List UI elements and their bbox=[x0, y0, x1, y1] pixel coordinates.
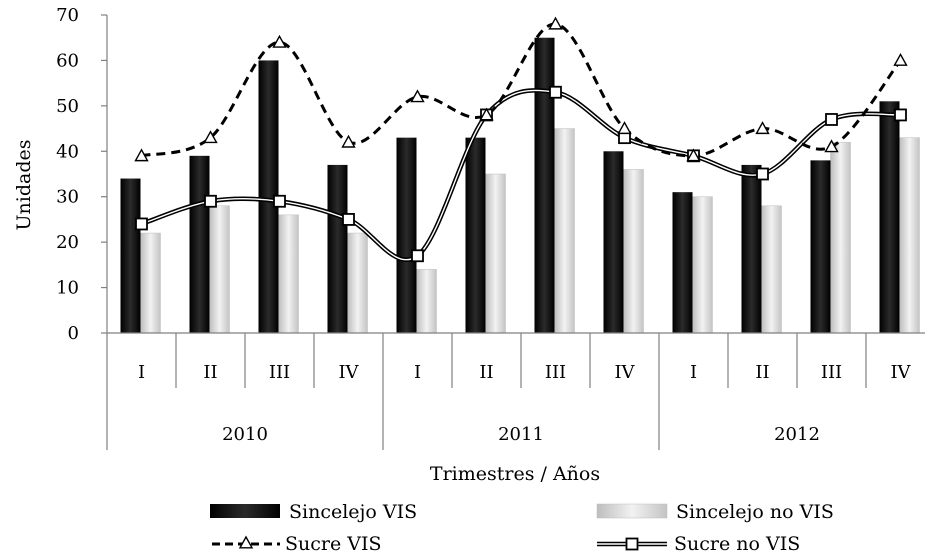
legend-marker-sucre-vis bbox=[238, 535, 254, 549]
x-tick-label-quarter: II bbox=[479, 362, 493, 383]
marker-sucre-no-vis bbox=[825, 113, 838, 126]
x-tick-label-year: 2012 bbox=[774, 424, 820, 445]
bar-sincelejo-vis bbox=[465, 137, 486, 333]
legend-label-sincelejo-no-vis: Sincelejo no VIS bbox=[676, 501, 834, 523]
x-axis-title: Trimestres / Años bbox=[430, 463, 600, 485]
line-sucre-no-vis bbox=[140, 88, 901, 262]
legend-label-sincelejo-vis: Sincelejo VIS bbox=[289, 501, 417, 523]
bar-sincelejo-no-vis bbox=[830, 141, 851, 334]
bar-sincelejo-vis bbox=[672, 192, 693, 333]
bar-sincelejo-no-vis bbox=[347, 232, 368, 334]
x-tick-label-year: 2010 bbox=[222, 424, 268, 445]
legend-swatch-sincelejo-vis bbox=[210, 504, 280, 518]
marker-sucre-vis bbox=[893, 52, 908, 66]
bar-sincelejo-no-vis bbox=[623, 169, 644, 334]
marker-sucre-no-vis bbox=[549, 85, 562, 99]
legend-swatch-sincelejo-no-vis bbox=[596, 503, 668, 519]
legend: Sincelejo VIS Sincelejo no VIS Sucre VIS Su… bbox=[210, 501, 834, 555]
marker-sucre-no-vis bbox=[411, 249, 424, 263]
y-axis-title: Unidades bbox=[13, 140, 35, 231]
marker-sucre-vis bbox=[410, 89, 425, 103]
y-axis: 0 10 20 30 40 50 60 70 bbox=[56, 5, 108, 344]
y-tick-label: 20 bbox=[56, 232, 79, 253]
legend-marker-sucre-no-vis bbox=[625, 537, 639, 551]
bar-sincelejo-vis bbox=[327, 164, 348, 333]
bar-sincelejo-no-vis bbox=[899, 137, 920, 334]
x-tick-label-quarter: I bbox=[414, 362, 421, 383]
bar-sincelejo-no-vis bbox=[761, 205, 782, 334]
bar-sincelejo-no-vis bbox=[416, 269, 437, 334]
bar-sincelejo-no-vis bbox=[140, 232, 161, 334]
bar-sincelejo-vis bbox=[189, 155, 210, 333]
bar-sincelejo-no-vis bbox=[554, 128, 575, 334]
x-tick-label-quarter: IV bbox=[614, 362, 635, 383]
x-tick-label-year: 2011 bbox=[498, 424, 544, 445]
x-tick-label-quarter: I bbox=[690, 362, 697, 383]
line-sucre-no-vis-inner bbox=[141, 89, 901, 261]
marker-sucre-vis bbox=[548, 16, 563, 30]
legend-label-sucre-vis: Sucre VIS bbox=[285, 533, 382, 555]
lines bbox=[134, 16, 908, 263]
marker-sucre-no-vis bbox=[204, 194, 217, 208]
bar-sincelejo-vis bbox=[534, 37, 555, 333]
marker-sucre-no-vis bbox=[894, 108, 907, 122]
x-tick-label-quarter: I bbox=[138, 362, 145, 383]
bar-sincelejo-no-vis bbox=[485, 173, 506, 334]
x-tick-label-quarter: II bbox=[203, 362, 217, 383]
marker-sucre-vis bbox=[341, 134, 356, 148]
marker-sucre-vis bbox=[686, 148, 701, 162]
x-tick-label-quarter: III bbox=[821, 362, 842, 383]
marker-sucre-no-vis bbox=[135, 217, 148, 231]
marker-sucre-vis bbox=[134, 148, 149, 162]
marker-sucre-no-vis bbox=[756, 167, 769, 181]
bar-sincelejo-no-vis bbox=[278, 214, 299, 334]
bar-sincelejo-vis bbox=[603, 151, 624, 333]
y-tick-label: 70 bbox=[56, 5, 79, 26]
y-tick-label: 60 bbox=[56, 50, 79, 71]
marker-sucre-vis bbox=[617, 121, 632, 135]
bar-sincelejo-no-vis bbox=[692, 196, 713, 334]
marker-sucre-no-vis bbox=[342, 213, 355, 226]
bar-sincelejo-vis bbox=[258, 60, 279, 334]
line-sucre-vis bbox=[141, 22, 902, 158]
bar-sincelejo-vis bbox=[396, 137, 417, 333]
y-tick-label: 40 bbox=[56, 141, 79, 162]
bars bbox=[120, 37, 920, 334]
x-tick-label-quarter: IV bbox=[338, 362, 359, 383]
y-tick-label: 0 bbox=[68, 323, 79, 344]
marker-sucre-vis bbox=[272, 34, 287, 48]
x-tick-label-quarter: II bbox=[755, 362, 769, 383]
y-tick-label: 10 bbox=[56, 278, 79, 299]
x-tick-label-quarter: IV bbox=[890, 362, 911, 383]
bar-sincelejo-vis bbox=[741, 164, 762, 333]
marker-sucre-vis bbox=[755, 121, 770, 135]
x-tick-label-quarter: III bbox=[269, 362, 290, 383]
marker-sucre-no-vis bbox=[273, 194, 286, 208]
x-tick-label-quarter: III bbox=[545, 362, 566, 383]
bar-sincelejo-vis bbox=[810, 160, 831, 333]
y-tick-label: 30 bbox=[56, 187, 79, 208]
marker-sucre-vis bbox=[203, 130, 218, 144]
y-tick-label: 50 bbox=[56, 96, 79, 117]
bar-sincelejo-no-vis bbox=[209, 205, 230, 334]
marker-sucre-vis bbox=[824, 139, 839, 153]
bar-sincelejo-vis bbox=[120, 178, 141, 333]
marker-sucre-vis bbox=[479, 107, 494, 121]
bar-sincelejo-vis bbox=[879, 101, 900, 333]
legend-label-sucre-no-vis: Sucre no VIS bbox=[674, 533, 800, 555]
